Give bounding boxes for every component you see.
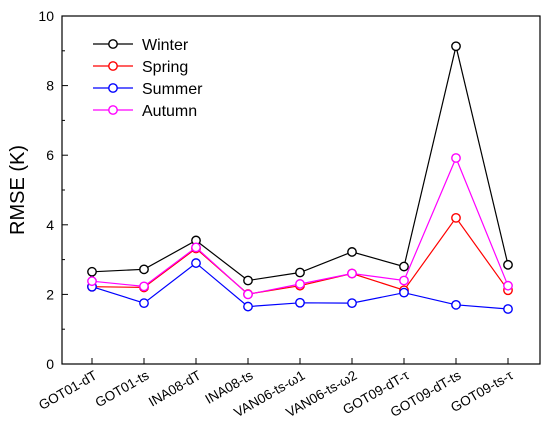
data-point — [399, 287, 409, 298]
legend-marker — [108, 61, 118, 71]
data-point — [399, 275, 409, 286]
data-point — [451, 212, 461, 223]
data-point — [503, 304, 513, 314]
data-point — [295, 267, 305, 278]
plot-frame — [61, 15, 541, 365]
x-tick-label: INA08-dT — [146, 368, 204, 410]
legend-marker — [108, 83, 118, 93]
data-point — [347, 247, 357, 257]
legend-label: Spring — [142, 59, 188, 76]
x-tick-label: GOT01-dT — [36, 368, 99, 413]
legend-item: Autumn — [93, 103, 197, 120]
data-point — [399, 261, 409, 272]
x-tick-label: GOT01-ts — [93, 367, 152, 410]
series-autumn — [87, 153, 513, 300]
legend-label: Summer — [142, 81, 203, 98]
legend: Winter Spring Summer Autumn — [93, 37, 203, 120]
legend-label: Winter — [142, 37, 189, 54]
data-point — [87, 266, 97, 277]
data-point — [451, 41, 461, 52]
y-tick-label: 0 — [46, 356, 54, 372]
y-axis-tick-labels: 0 2 4 6 8 10 — [38, 8, 68, 372]
data-point — [295, 297, 305, 308]
series-layer — [87, 41, 513, 314]
legend-item: Summer — [93, 81, 203, 98]
legend-marker — [108, 39, 118, 49]
data-point — [451, 299, 461, 310]
data-point — [451, 153, 461, 163]
data-point — [347, 268, 357, 279]
series-summer — [87, 258, 513, 314]
y-axis-label: RMSE (K) — [7, 145, 29, 235]
data-point — [347, 298, 357, 308]
data-point — [295, 279, 305, 289]
series-winter — [87, 41, 513, 286]
data-point — [243, 289, 253, 300]
data-point — [503, 280, 513, 291]
data-point — [87, 276, 97, 287]
legend-label: Autumn — [142, 103, 197, 120]
data-point — [139, 264, 149, 275]
data-point — [191, 242, 201, 253]
data-point — [503, 259, 513, 270]
plot-area — [61, 15, 541, 365]
legend-marker — [108, 105, 118, 115]
data-point — [139, 281, 149, 292]
y-tick-label: 8 — [46, 78, 54, 94]
y-tick-label: 10 — [38, 8, 54, 24]
y-tick-label: 4 — [46, 217, 54, 233]
legend-item: Winter — [93, 37, 189, 54]
data-point — [243, 301, 253, 312]
y-tick-label: 6 — [46, 147, 54, 163]
data-point — [243, 275, 253, 286]
y-tick-label: 2 — [46, 286, 54, 302]
data-point — [191, 258, 201, 268]
data-point — [139, 298, 149, 308]
legend-item: Spring — [93, 59, 188, 76]
